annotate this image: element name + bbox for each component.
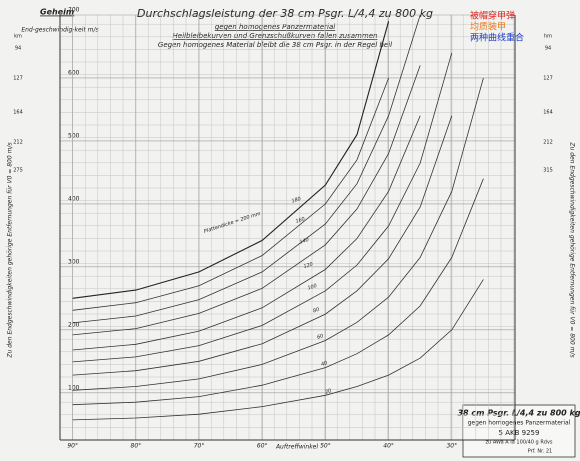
- stamp-line: Prf. Nr. 21: [528, 449, 552, 455]
- curve: [72, 115, 421, 351]
- x-tick-label: 50°: [320, 443, 331, 450]
- stamp-line: zu AWa A Ia 100/40 g Rdvs: [485, 440, 552, 446]
- distance-label: 315: [543, 168, 553, 174]
- distance-label: 275: [13, 168, 23, 174]
- curve: [72, 52, 453, 363]
- y-tick-label: 500: [68, 132, 80, 139]
- x-tick-label: 90°: [67, 443, 78, 450]
- x-tick-label: 80°: [131, 443, 142, 450]
- curve-label: 100: [307, 283, 318, 292]
- annotation: 两种曲线重合: [470, 32, 524, 44]
- curve: [72, 65, 421, 336]
- subtitle: Gegen homogenes Material bleibt die 38 c…: [158, 41, 392, 49]
- curve: [72, 21, 390, 299]
- stamp-line: 5 AKB 9259: [499, 429, 540, 437]
- x-tick-label: 40°: [383, 443, 394, 450]
- curve-label: 60: [316, 333, 324, 341]
- curve: [72, 115, 453, 376]
- classification: Geheim: [40, 8, 74, 17]
- stamp-box: [462, 404, 576, 458]
- curve-label: 80: [312, 307, 320, 315]
- distance-label: 164: [13, 110, 23, 116]
- annotation: 被帽穿甲弹: [470, 10, 515, 22]
- curve-label: 140: [299, 237, 310, 246]
- subtitle: gegen homogenes Panzermaterial: [215, 23, 335, 31]
- curve: [72, 178, 484, 406]
- curve: [72, 77, 389, 311]
- subtitle: Heilbleibekurven und Grenzschußkurven fa…: [173, 32, 378, 40]
- y-tick-label: 600: [68, 69, 80, 76]
- curve: [72, 14, 421, 324]
- distance-label: 127: [543, 76, 553, 82]
- side-label-right: Zu den Endgeschwindigkeiten gehörige Ent…: [569, 141, 576, 357]
- y-tick-label: 200: [68, 321, 80, 328]
- distance-label: 212: [543, 140, 553, 146]
- distance-label: 212: [13, 140, 23, 146]
- y-tick-label: 400: [68, 195, 80, 202]
- side-label: Zu den Endgeschwindigkeiten gehörige Ent…: [7, 142, 14, 358]
- curve: [72, 77, 484, 391]
- y-tick-label: 300: [68, 258, 80, 265]
- y-tick-label: 700: [68, 7, 80, 14]
- distance-label: 94: [545, 46, 551, 52]
- annotation: 均质装甲: [470, 21, 506, 33]
- x-tick-label: 60°: [257, 443, 268, 450]
- y-tick-label: 100: [68, 384, 80, 391]
- curve-label: 20: [324, 388, 332, 396]
- curve-label: 40: [320, 360, 328, 368]
- curve: [72, 279, 484, 421]
- x-tick-label: 70°: [194, 443, 205, 450]
- curve-label: 160: [295, 216, 306, 225]
- x-axis-label: Auftreffwinkel: [275, 444, 318, 451]
- distance-label: 127: [13, 76, 23, 82]
- stamp-line: gegen homogenes Panzermaterial: [468, 420, 571, 427]
- distance-label: 94: [15, 46, 21, 52]
- distance-unit: hm: [544, 34, 552, 40]
- curve-label: 180: [291, 196, 302, 205]
- stamp-line: 38 cm Psgr. L/4,4 zu 800 kg: [457, 409, 580, 418]
- distance-unit: km: [14, 34, 22, 40]
- distance-label: 164: [543, 110, 553, 116]
- x-tick-label: 30°: [446, 443, 457, 450]
- curve-label: 120: [303, 262, 314, 271]
